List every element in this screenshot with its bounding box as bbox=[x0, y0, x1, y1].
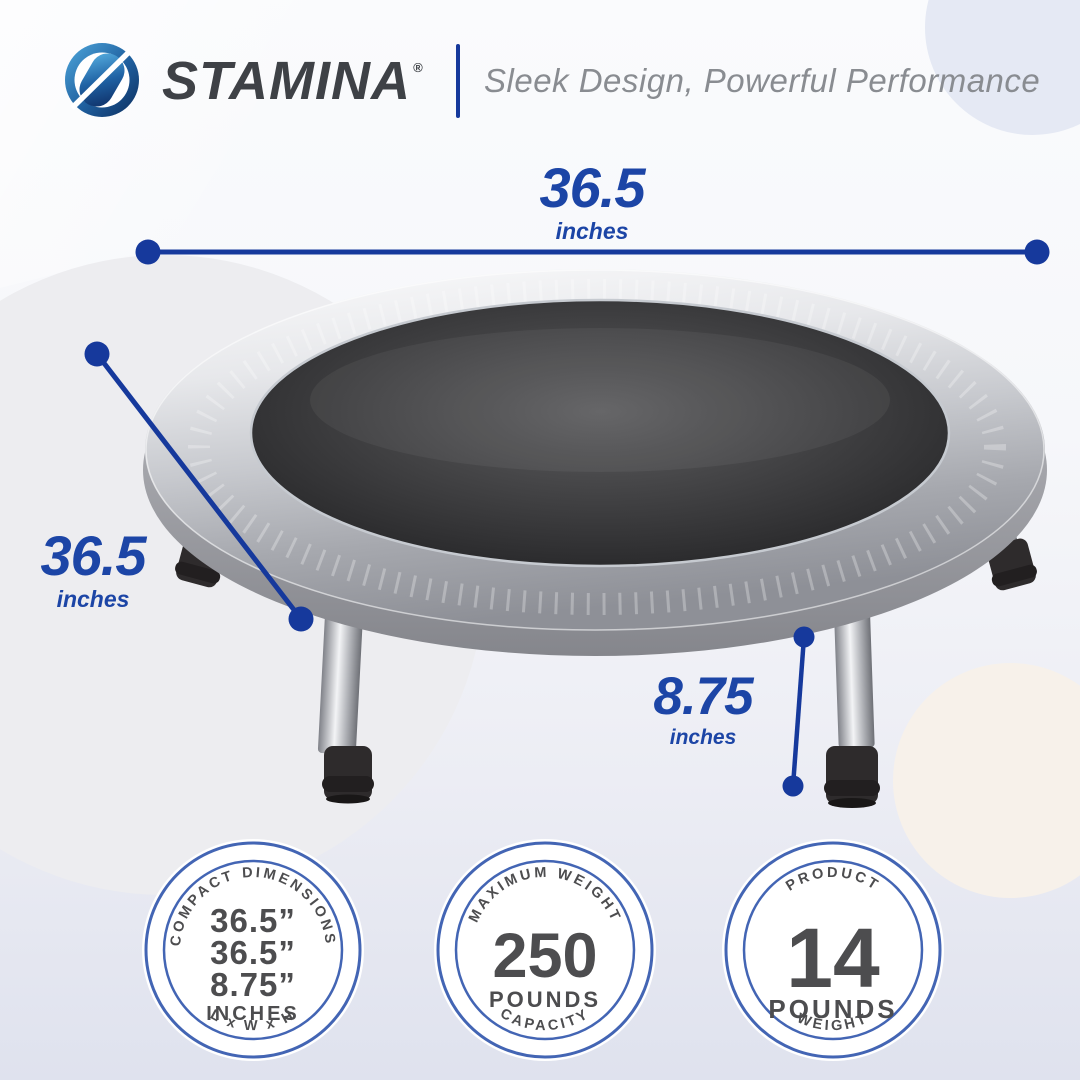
dimension-label-depth: 36.5 inches bbox=[13, 528, 173, 611]
registered-mark: ® bbox=[412, 59, 424, 75]
dimension-label-width: 36.5 inches bbox=[442, 160, 742, 243]
badge-dimensions-line4: INCHES bbox=[206, 1003, 300, 1025]
dimension-width-value: 36.5 bbox=[539, 156, 646, 219]
badge-weight-unit: POUNDS bbox=[768, 994, 897, 1024]
badge-weight-value: 14 bbox=[786, 911, 880, 1005]
badge-capacity-unit: POUNDS bbox=[489, 987, 601, 1012]
badge-product-weight: PRODUCT 14 POUNDS WEIGHT bbox=[718, 835, 948, 1065]
dimension-label-leg-height: 8.75 inches bbox=[603, 670, 803, 748]
badge-capacity-value: 250 bbox=[492, 921, 597, 991]
dimension-leg-height-value: 8.75 bbox=[653, 667, 753, 726]
trampoline-foot-front-right bbox=[824, 746, 880, 808]
dimension-width-unit: inches bbox=[555, 218, 629, 244]
badge-compact-dimensions: COMPACT DIMENSIONS 36.5” 36.5” 8.75” INC… bbox=[138, 835, 368, 1065]
dimension-depth-value: 36.5 bbox=[40, 524, 147, 587]
trampoline-leg-front-right bbox=[834, 611, 875, 749]
dimension-leg-height-unit: inches bbox=[669, 726, 737, 749]
trampoline-leg-back-right bbox=[985, 508, 1037, 591]
stamina-logo-icon bbox=[65, 43, 139, 117]
tagline: Sleek Design, Powerful Performance bbox=[484, 62, 1041, 99]
dimension-depth-unit: inches bbox=[56, 586, 130, 612]
badge-weight-capacity: MAXIMUM WEIGHT 250 POUNDS CAPACITY bbox=[430, 835, 660, 1065]
brand-wordmark: STAMINA ® bbox=[162, 46, 424, 116]
brand-text: STAMINA bbox=[162, 51, 411, 111]
background-circle-bottom-right bbox=[893, 663, 1080, 898]
header-divider bbox=[456, 44, 460, 118]
badge-dimensions-line2: 36.5” bbox=[210, 934, 296, 971]
badge-dimensions-line3: 8.75” bbox=[210, 966, 296, 1003]
badge-dimensions-line1: 36.5” bbox=[210, 902, 296, 939]
